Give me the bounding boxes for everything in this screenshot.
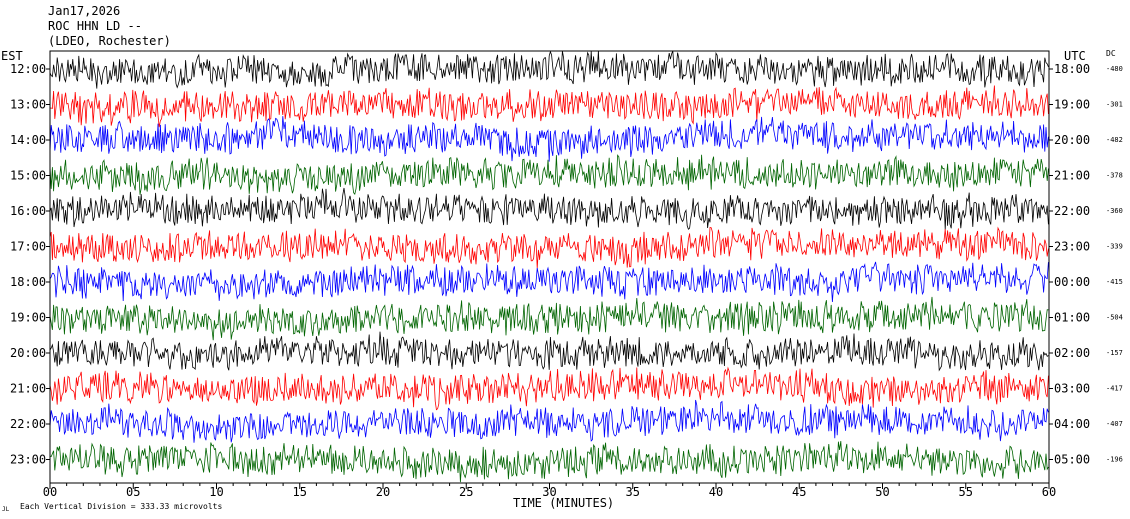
dc-offset-label: -417: [1106, 385, 1123, 393]
trace-1500: [49, 154, 1049, 195]
header-network: (LDEO, Rochester): [48, 34, 171, 48]
est-hour-label: 18:00: [10, 275, 46, 289]
footer-scale-note: Each Vertical Division = 333.33 microvol…: [20, 502, 223, 511]
est-hour-label: 14:00: [10, 133, 46, 147]
utc-hour-label: 18:00: [1054, 62, 1090, 76]
dc-offset-label: -339: [1106, 243, 1123, 251]
x-tick-label: 00: [43, 485, 57, 499]
dc-offset-label: -301: [1106, 101, 1123, 109]
dc-offset-label: -360: [1106, 207, 1123, 215]
trace-2000: [49, 331, 1049, 372]
x-tick-label: 45: [792, 485, 806, 499]
trace-1400: [49, 116, 1049, 162]
est-hour-label: 20:00: [10, 346, 46, 360]
utc-hour-label: 02:00: [1054, 346, 1090, 360]
est-hour-label: 23:00: [10, 453, 46, 467]
est-hour-label: 15:00: [10, 169, 46, 183]
trace-1300: [49, 85, 1049, 128]
utc-hour-label: 04:00: [1054, 417, 1090, 431]
est-hour-label: 12:00: [10, 62, 46, 76]
utc-hour-label: 00:00: [1054, 275, 1090, 289]
x-tick-label: 20: [376, 485, 390, 499]
trace-2200: [49, 399, 1049, 443]
utc-hour-label: 05:00: [1054, 453, 1090, 467]
x-tick-label: 30: [542, 485, 556, 499]
dc-offset-label: -415: [1106, 278, 1123, 286]
utc-hour-label: 23:00: [1054, 240, 1090, 254]
trace-2100: [49, 366, 1049, 411]
x-tick-label: 50: [875, 485, 889, 499]
utc-hour-label: 21:00: [1054, 169, 1090, 183]
trace-1700: [49, 226, 1049, 269]
x-tick-label: 05: [126, 485, 140, 499]
dc-header: DC: [1106, 49, 1116, 58]
trace-1900: [49, 296, 1049, 341]
x-tick-label: 15: [293, 485, 307, 499]
header-date: Jan17,2026: [48, 4, 121, 18]
utc-hour-label: 01:00: [1054, 311, 1090, 325]
est-hour-label: 21:00: [10, 382, 46, 396]
dc-offset-label: -378: [1106, 172, 1123, 180]
dc-offset-label: -196: [1106, 456, 1123, 464]
est-hour-label: 16:00: [10, 204, 46, 218]
x-axis-label: TIME (MINUTES): [513, 496, 615, 510]
est-hour-label: 19:00: [10, 311, 46, 325]
est-hour-label: 22:00: [10, 417, 46, 431]
trace-1600: [49, 187, 1049, 230]
x-tick-label: 40: [709, 485, 723, 499]
label-layer: 12:00 18:00 -480 13:00 19:00 -301 14:00 20:00 -4…: [10, 62, 1123, 467]
trace-layer: [49, 50, 1049, 483]
trace-1200: [49, 50, 1049, 89]
est-hour-label: 17:00: [10, 240, 46, 254]
utc-hour-label: 20:00: [1054, 133, 1090, 147]
x-tick-layer: 00 05 10 15 20 25 30 35 40 45 50 55 60: [43, 483, 1056, 499]
x-tick-label: 60: [1042, 485, 1056, 499]
right-zone-label: UTC: [1064, 49, 1086, 63]
corner-mark: JL: [2, 506, 10, 513]
header-station: ROC HHN LD --: [48, 19, 142, 33]
utc-hour-label: 22:00: [1054, 204, 1090, 218]
est-hour-label: 13:00: [10, 98, 46, 112]
dc-offset-label: -482: [1106, 136, 1123, 144]
utc-hour-label: 19:00: [1054, 98, 1090, 112]
dc-offset-label: -407: [1106, 420, 1123, 428]
utc-hour-label: 03:00: [1054, 382, 1090, 396]
trace-1800: [49, 261, 1049, 303]
x-tick-label: 35: [626, 485, 640, 499]
x-tick-label: 10: [209, 485, 223, 499]
left-zone-label: EST: [1, 49, 23, 63]
trace-2300: [49, 440, 1049, 483]
x-tick-label: 55: [959, 485, 973, 499]
x-tick-label: 25: [459, 485, 473, 499]
dc-offset-label: -157: [1106, 349, 1123, 357]
dc-offset-label: -504: [1106, 314, 1123, 322]
dc-offset-label: -480: [1106, 65, 1123, 73]
